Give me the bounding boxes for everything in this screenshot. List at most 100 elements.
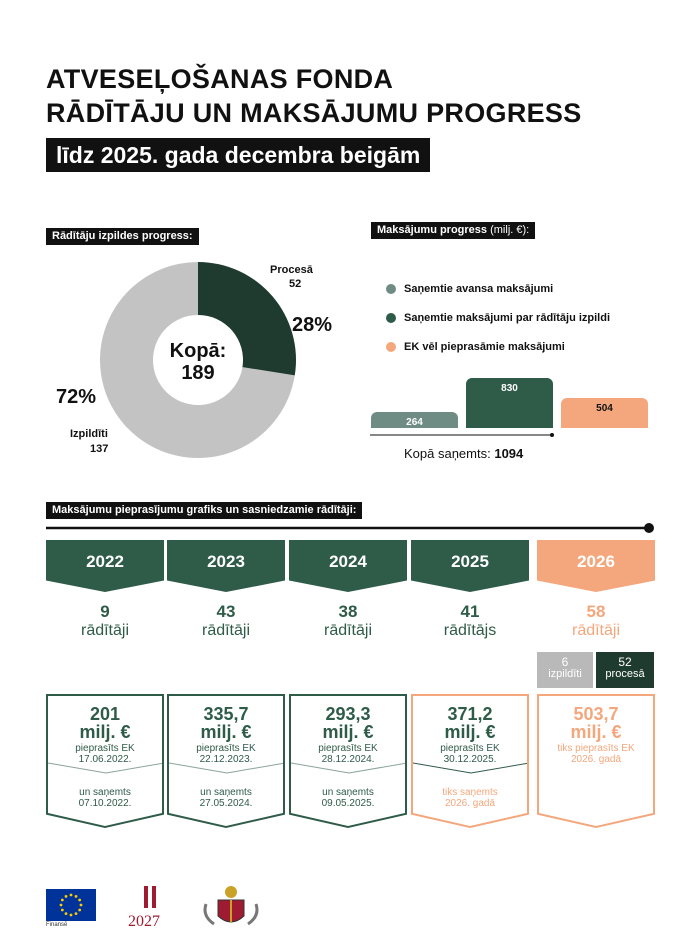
card-amount: 371,2 (447, 704, 493, 724)
legend-dot-icon (386, 342, 396, 352)
split-in-progress-label: procesā (605, 668, 645, 680)
card-unit: milj. € (570, 722, 622, 742)
year-header-2025: 2025 (411, 540, 529, 592)
card-req-date: 2026. gadā (570, 754, 622, 765)
payment-card-body: 335,7 milj. € pieprasīts EK 22.12.2023. un s… (169, 696, 283, 826)
indicator-count-label: rādītāji (201, 622, 251, 639)
donut-slice-in-progress (198, 262, 296, 376)
payments-baseline (370, 433, 554, 437)
payment-bar-label: 830 (501, 383, 518, 394)
completed-value: 137 (90, 443, 109, 455)
payment-bar: 504 (561, 398, 648, 428)
card-recv: un saņemts (322, 787, 374, 798)
year-header-2026: 2026 (537, 540, 655, 592)
card-recv: tiks saņemts (442, 787, 498, 798)
payments-section-unit: (milj. €): (490, 224, 530, 236)
eu-flag-logo (46, 889, 96, 921)
indicator-count: 58 (586, 602, 606, 621)
completed-percent: 72% (56, 386, 97, 408)
card-divider (413, 762, 527, 774)
page-title-line-1: ATVESEĻOŠANAS FONDA (46, 64, 394, 94)
eu-funding-text: Finansē (46, 922, 68, 928)
payment-card-2023: 335,7 milj. € pieprasīts EK 22.12.2023. un s… (167, 694, 285, 828)
legend-label: EK vēl pieprasāmie maksājumi (404, 341, 565, 353)
payment-card-2025: 371,2 milj. € pieprasīts EK 30.12.2025. tiks… (411, 694, 529, 828)
card-req: tiks pieprasīts EK (557, 743, 635, 754)
latvia-2027-logo: 2027 (128, 886, 160, 930)
year-header-2022: 2022 (46, 540, 164, 592)
split-in-progress-value: 52 (618, 655, 632, 669)
eu-star-icon (64, 894, 68, 898)
card-unit: milj. € (322, 722, 374, 742)
payment-card-2022: 201 milj. € pieprasīts EK 17.06.2022. un saņ… (46, 694, 164, 828)
payments-section-label: Maksājumu progress (milj. €): (371, 222, 536, 239)
card-recv-date: 27.05.2024. (199, 798, 253, 809)
indicator-count-label: rādītāji (323, 622, 373, 639)
card-unit: milj. € (444, 722, 496, 742)
in-progress-percent: 28% (292, 314, 333, 336)
legend-item-received: Saņemtie maksājumi par rādītāju izpildi (386, 312, 610, 324)
eu-stars-icon (59, 893, 83, 917)
card-unit: milj. € (79, 722, 131, 742)
payments-section-title: Maksājumu progress (377, 224, 488, 236)
legend-item-advance: Saņemtie avansa maksājumi (386, 283, 553, 295)
in-progress-value: 52 (289, 278, 302, 290)
indicator-count: 41 (460, 602, 480, 621)
card-recv-date: 07.10.2022. (78, 798, 132, 809)
payment-card-body: 371,2 milj. € pieprasīts EK 30.12.2025. tiks… (413, 696, 527, 826)
payment-card-2026: 503,7 milj. € tiks pieprasīts EK 2026. gadā (537, 694, 655, 828)
indicator-count-label: rādītāji (571, 622, 621, 639)
card-amount: 503,7 (573, 704, 619, 724)
indicator-count: 43 (216, 602, 236, 621)
indicator-count-label: rādītājs (443, 622, 497, 639)
payments-total: Kopā saņemts: 1094 (404, 446, 523, 461)
payments-total-label: Kopā saņemts: (404, 446, 491, 461)
card-amount: 335,7 (203, 704, 249, 724)
card-recv-date: 2026. gadā (444, 798, 496, 809)
split-in-progress-box: 52 procesā (596, 652, 654, 688)
card-req-date: 30.12.2025. (443, 754, 497, 765)
card-recv: un saņemts (79, 787, 131, 798)
card-req: pieprasīts EK (196, 743, 256, 754)
eu-star-icon (64, 912, 68, 916)
payment-bar: 830 (466, 378, 553, 428)
payments-total-value: 1094 (494, 446, 524, 461)
indicators-section-label: Rādītāju izpildes progress: (46, 228, 199, 245)
legend-label: Saņemtie maksājumi par rādītāju izpildi (404, 312, 611, 324)
in-progress-label: Procesā (270, 264, 313, 276)
legend-dot-icon (386, 284, 396, 294)
eu-star-icon (79, 903, 83, 907)
eu-star-icon (60, 908, 64, 912)
eu-star-icon (69, 913, 73, 917)
donut-slice-completed (99, 262, 295, 458)
card-recv-date: 09.05.2025. (321, 798, 375, 809)
card-req: pieprasīts EK (318, 743, 378, 754)
eu-star-icon (69, 893, 73, 897)
payment-card-body: 201 milj. € pieprasīts EK 17.06.2022. un saņ… (48, 696, 162, 826)
indicators-donut-chart (99, 262, 296, 458)
eu-star-icon (74, 894, 78, 898)
eu-star-icon (60, 898, 64, 902)
payment-bar: 264 (371, 412, 458, 428)
split-completed-label: izpildīti (548, 668, 582, 680)
donut-total-value: 189 (181, 362, 215, 384)
payment-bar-label: 504 (596, 403, 613, 414)
latvia-coat-of-arms-logo (203, 886, 259, 926)
split-completed-value: 6 (561, 655, 569, 669)
indicator-count: 38 (338, 602, 358, 621)
legend-dot-icon (386, 313, 396, 323)
legend-item-pending: EK vēl pieprasāmie maksājumi (386, 341, 565, 353)
card-divider (169, 762, 283, 774)
card-req-date: 22.12.2023. (199, 754, 253, 765)
year-header-2023: 2023 (167, 540, 285, 592)
donut-total-label: Kopā: (169, 340, 227, 362)
legend-label: Saņemtie avansa maksājumi (404, 283, 554, 295)
indicator-count-label: rādītāji (80, 622, 130, 639)
payment-card-body: 503,7 milj. € tiks pieprasīts EK 2026. gadā (539, 696, 653, 826)
completed-label: Izpildīti (70, 428, 108, 440)
eu-star-icon (78, 898, 82, 902)
eu-star-icon (78, 908, 82, 912)
payment-bar-label: 264 (406, 417, 423, 428)
page-title-line-2: RĀDĪTĀJU UN MAKSĀJUMU PROGRESS (46, 98, 582, 128)
timeline-section-label: Maksājumu pieprasījumu grafiks un sasnie… (46, 502, 363, 519)
